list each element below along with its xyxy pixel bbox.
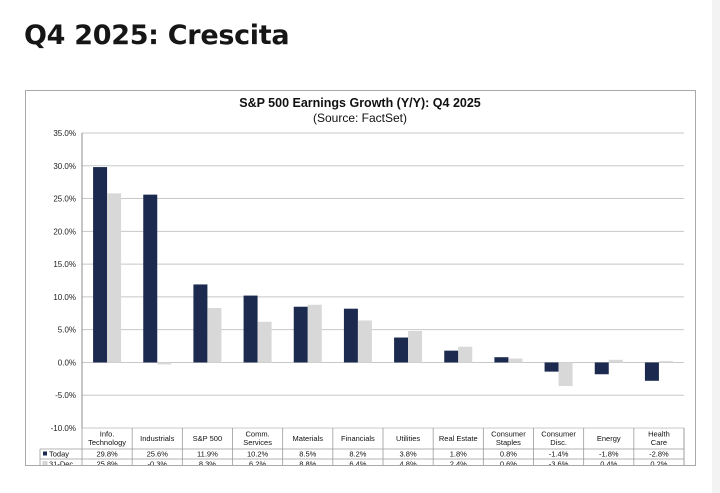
bar-31-dec: [408, 330, 423, 363]
category-label: Real Estate: [439, 434, 478, 443]
bar-today: [193, 284, 208, 363]
page-heading: Q4 2025: Crescita: [24, 20, 290, 51]
bar-31-dec: [257, 321, 272, 363]
bar-today: [293, 306, 308, 363]
category-label: Energy: [597, 434, 621, 443]
category-label: Consumer: [541, 430, 576, 439]
data-label: 2.4%: [450, 460, 467, 466]
category-label: S&P 500: [193, 434, 222, 443]
data-label: 25.6%: [147, 450, 169, 459]
category-label: Health: [648, 430, 670, 439]
bar-31-dec: [608, 359, 623, 363]
data-label: 0.8%: [500, 450, 517, 459]
data-label: -2.8%: [649, 450, 669, 459]
category-label: Disc.: [550, 438, 567, 447]
category-label: Care: [651, 438, 667, 447]
gridlines: [82, 132, 684, 429]
data-label: 6.2%: [249, 460, 266, 466]
y-tick-label: 5.0%: [58, 326, 76, 335]
bar-today: [343, 308, 358, 363]
bar-today: [594, 362, 609, 375]
y-tick-label: 25.0%: [53, 195, 76, 204]
bar-31-dec: [508, 358, 523, 363]
data-label: 8.3%: [199, 460, 216, 466]
y-tick-label: -10.0%: [51, 424, 76, 433]
data-label: 8.2%: [349, 450, 366, 459]
bar-31-dec: [357, 320, 372, 363]
chart-frame: S&P 500 Earnings Growth (Y/Y): Q4 2025 (…: [25, 90, 696, 470]
bar-31-dec: [658, 361, 673, 363]
bar-today: [143, 194, 158, 363]
legend-swatch: [43, 451, 47, 456]
legend-swatch: [42, 461, 48, 466]
bar-31-dec: [458, 346, 473, 363]
category-label: Staples: [496, 438, 521, 447]
bar-31-dec: [558, 362, 573, 387]
category-label: Comm.: [245, 430, 269, 439]
y-tick-label: 15.0%: [53, 260, 76, 269]
bar-today: [544, 362, 559, 372]
data-label: 25.8%: [96, 460, 118, 466]
data-label: 8.8%: [299, 460, 316, 466]
data-label: -1.8%: [599, 450, 619, 459]
earnings-growth-chart: S&P 500 Earnings Growth (Y/Y): Q4 2025 (…: [39, 96, 685, 470]
bar-today: [394, 337, 409, 363]
category-label: Industrials: [140, 434, 174, 443]
category-label: Info.: [100, 430, 115, 439]
legend-label: Today: [49, 450, 69, 459]
chart-title: S&P 500 Earnings Growth (Y/Y): Q4 2025: [239, 96, 481, 110]
y-tick-label: -5.0%: [55, 391, 76, 400]
category-label: Materials: [293, 434, 324, 443]
data-label: 0.6%: [500, 460, 517, 466]
data-label: -0.3%: [147, 460, 167, 466]
data-table: Info.Technology Industrials S&P 500 Comm.Se…: [39, 428, 685, 470]
data-label: 4.8%: [400, 460, 417, 466]
data-label: 3.8%: [400, 450, 417, 459]
data-label: 10.2%: [247, 450, 269, 459]
bars: [93, 167, 673, 387]
data-label: 29.8%: [96, 450, 118, 459]
y-tick-label: 20.0%: [53, 227, 76, 236]
bar-31-dec: [157, 362, 172, 365]
data-label: 8.5%: [299, 450, 316, 459]
bar-today: [93, 167, 108, 363]
data-label: -1.4%: [549, 450, 569, 459]
bar-31-dec: [307, 304, 322, 363]
category-label: Financials: [341, 434, 375, 443]
y-tick-label: 0.0%: [58, 358, 76, 367]
axes: -10.0% -5.0% 0.0% 5.0% 10.0% 15.0% 20.0% 25.0% 3…: [51, 129, 83, 433]
y-tick-label: 30.0%: [53, 162, 76, 171]
bar-today: [644, 362, 659, 381]
y-tick-label: 35.0%: [53, 129, 76, 138]
data-label: 11.9%: [197, 450, 218, 459]
data-label: -3.6%: [549, 460, 569, 466]
category-label: Technology: [88, 438, 126, 447]
data-label: 0.2%: [650, 460, 667, 466]
legend-label: 31-Dec: [49, 460, 73, 466]
y-tick-label: 10.0%: [53, 293, 76, 302]
bar-today: [494, 357, 509, 363]
category-label: Consumer: [491, 430, 526, 439]
bar-31-dec: [207, 308, 222, 363]
chart-subtitle: (Source: FactSet): [313, 111, 407, 125]
category-label: Services: [243, 438, 272, 447]
bar-today: [444, 350, 459, 363]
data-label: 6.4%: [349, 460, 366, 466]
bar-today: [243, 295, 258, 363]
data-label: 0.4%: [600, 460, 617, 466]
category-label: Utilities: [396, 434, 420, 443]
bar-31-dec: [107, 193, 122, 363]
data-label: 1.8%: [450, 450, 467, 459]
